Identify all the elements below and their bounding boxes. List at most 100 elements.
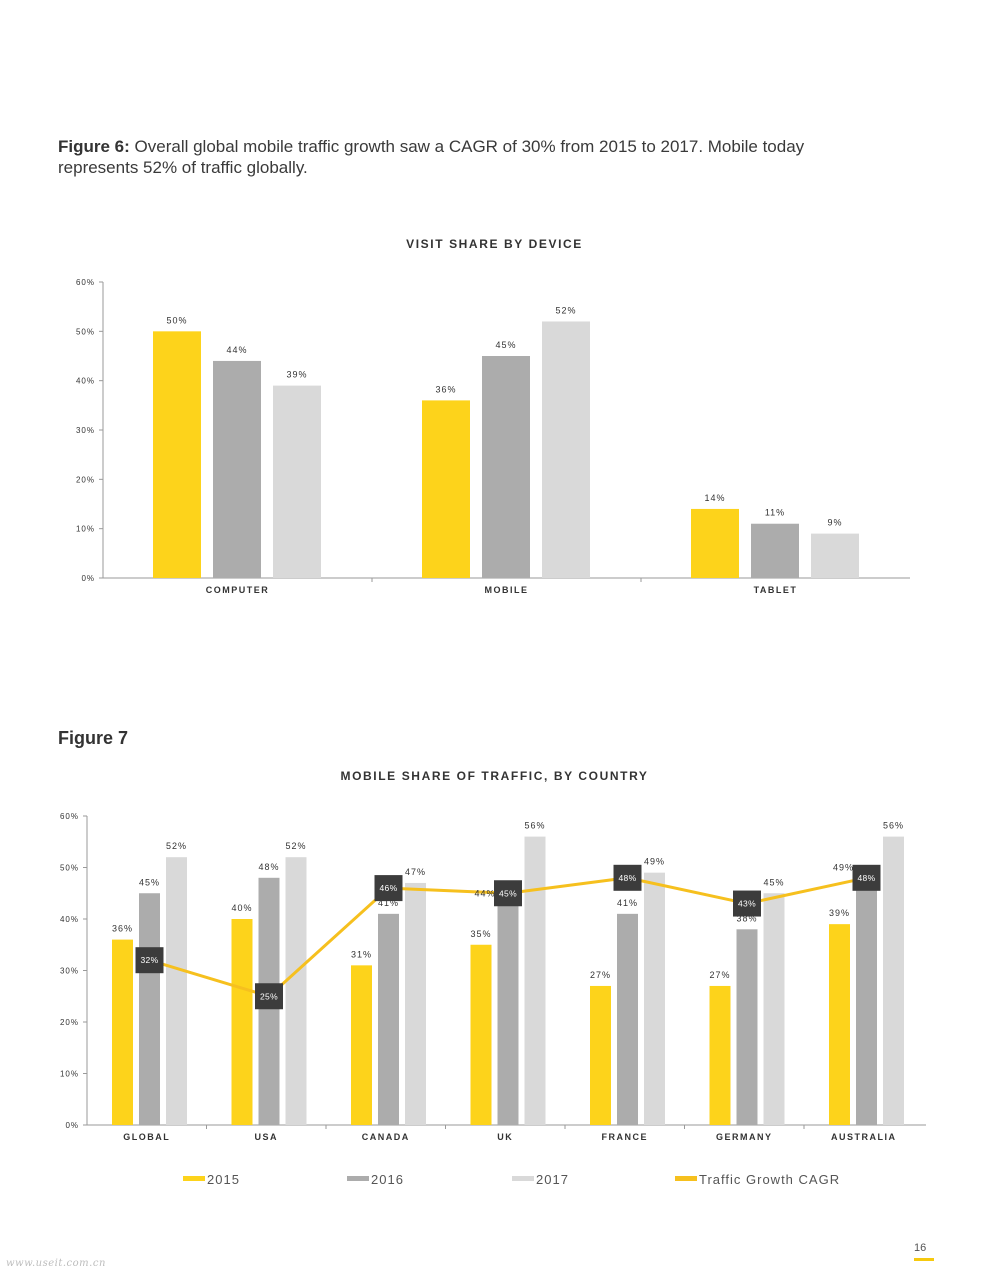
chart-2-cagr-marker <box>494 880 522 907</box>
figure-6-caption-bold: Figure 6: <box>58 137 130 156</box>
chart-2-cagr-label: 43% <box>738 899 756 909</box>
chart-2-data-label: 40% <box>231 903 252 913</box>
chart-2-cagr-label: 25% <box>260 991 278 1001</box>
chart-1-title: VISIT SHARE BY DEVICE <box>406 237 583 251</box>
chart-1-y-tick-label: 30% <box>76 426 95 435</box>
page-number-underline <box>914 1258 934 1261</box>
chart-2-bar <box>617 913 638 1125</box>
chart-2-bar <box>644 872 665 1125</box>
chart-2-y-tick-label: 0% <box>65 1121 79 1130</box>
legend-2015-label: 2015 <box>207 1172 240 1187</box>
chart-1-data-label: 11% <box>765 508 785 518</box>
chart-2-data-label: 41% <box>378 898 399 908</box>
chart-2-bar <box>497 898 519 1125</box>
chart-2-data-label: 31% <box>351 949 372 959</box>
chart-2-bar <box>112 939 133 1125</box>
chart-2-data-label: 38% <box>736 913 757 923</box>
chart-2-bar <box>285 857 307 1125</box>
chart-2-bar <box>709 985 731 1125</box>
chart-2-cagr-label: 48% <box>619 873 637 883</box>
chart-2-category-label: FRANCE <box>602 1132 649 1142</box>
chart-2-y-tick-label: 50% <box>60 864 79 873</box>
chart-1-y-tick-label: 0% <box>81 574 95 583</box>
page-number: 16 <box>914 1242 927 1254</box>
chart-1-bar <box>691 508 739 578</box>
chart-2-bar <box>736 929 758 1125</box>
chart-2-data-label: 56% <box>524 821 545 831</box>
chart-1-y-tick-label: 20% <box>76 475 95 484</box>
chart-2-data-label: 56% <box>883 821 904 831</box>
chart-2-data-label: 45% <box>763 877 784 887</box>
chart-2-bar <box>590 985 611 1125</box>
chart-2-category-label: GERMANY <box>716 1132 773 1142</box>
chart-2-data-label: 36% <box>112 924 133 934</box>
chart-2-bar <box>351 965 372 1125</box>
chart-2-bar <box>166 857 187 1125</box>
chart-1-y-tick-label: 60% <box>76 278 95 287</box>
chart-1-data-label: 39% <box>286 370 307 380</box>
chart-2-category-label: CANADA <box>362 1132 410 1142</box>
chart-2-data-label: 39% <box>829 908 850 918</box>
chart-1-y-tick-label: 10% <box>76 525 95 534</box>
chart-2-bar <box>763 893 785 1125</box>
chart-2-cagr-label: 32% <box>141 955 159 965</box>
chart-2-category-label: AUSTRALIA <box>831 1132 897 1142</box>
chart-2-cagr-marker <box>733 890 761 917</box>
figure-6-caption-text: Overall global mobile traffic growth saw… <box>58 137 805 177</box>
chart-1-bar <box>751 523 799 578</box>
legend-cagr-label: Traffic Growth CAGR <box>699 1172 840 1187</box>
chart-2-bar <box>405 882 426 1125</box>
chart-2-bar <box>470 944 492 1125</box>
chart-2-cagr-label: 45% <box>499 888 517 898</box>
figure-7-label: Figure 7 <box>58 728 129 748</box>
chart-2-data-label: 48% <box>258 862 279 872</box>
chart-2-category-label: UK <box>497 1132 513 1142</box>
chart-1-data-label: 50% <box>166 315 187 325</box>
chart-1-category-label: MOBILE <box>485 585 529 595</box>
chart-1-y-tick-label: 40% <box>76 377 95 386</box>
chart-2-cagr-marker <box>374 875 403 902</box>
chart-2-data-label: 27% <box>709 970 730 980</box>
legend-2017-swatch <box>512 1176 534 1181</box>
chart-2-y-tick-label: 20% <box>60 1018 79 1027</box>
chart-1-data-label: 52% <box>555 305 576 315</box>
chart-1-bar <box>213 360 261 578</box>
chart-2-data-label: 49% <box>644 857 665 867</box>
chart-1-data-label: 9% <box>827 518 842 528</box>
chart-2-data-label: 27% <box>590 970 611 980</box>
chart-2-bar <box>883 836 904 1125</box>
chart-1-bar <box>422 400 470 578</box>
chart-2-data-label: 41% <box>617 898 638 908</box>
chart-1-bar <box>273 385 321 578</box>
chart-2-y-tick-label: 60% <box>60 812 79 821</box>
chart-2-cagr-label: 46% <box>380 883 398 893</box>
chart-2-title: MOBILE SHARE OF TRAFFIC, BY COUNTRY <box>340 769 649 783</box>
chart-2-data-label: 44% <box>474 888 495 898</box>
chart-2-data-label: 35% <box>470 929 491 939</box>
chart-2-cagr-label: 48% <box>858 873 876 883</box>
chart-2-cagr-marker <box>613 864 642 891</box>
chart-2-data-label: 47% <box>405 867 426 877</box>
chart-2-data-label: 45% <box>139 877 160 887</box>
chart-1-data-label: 36% <box>435 384 456 394</box>
chart-2-cagr-marker <box>255 983 283 1010</box>
chart-2-bar <box>829 924 850 1125</box>
chart-1-bar <box>482 356 530 578</box>
chart-2-data-label: 52% <box>166 841 187 851</box>
chart-1-bar <box>811 533 859 578</box>
chart-1-data-label: 45% <box>495 340 516 350</box>
chart-2-category-label: GLOBAL <box>123 1132 170 1142</box>
chart-1-y-tick-label: 50% <box>76 327 95 336</box>
chart-2-y-tick-label: 30% <box>60 967 79 976</box>
chart-1-data-label: 44% <box>226 345 247 355</box>
chart-2-bar <box>231 919 253 1125</box>
watermark: www.useit.com.cn <box>6 1258 106 1269</box>
chart-1-category-label: TABLET <box>754 585 798 595</box>
chart-2-category-label: USA <box>254 1132 278 1142</box>
chart-2-bar <box>856 872 877 1125</box>
chart-2-data-label: 49% <box>833 863 854 873</box>
chart-2-cagr-marker <box>852 864 881 891</box>
figure-6-caption: Figure 6: Overall global mobile traffic … <box>58 136 878 178</box>
legend-2015-swatch <box>183 1176 205 1181</box>
